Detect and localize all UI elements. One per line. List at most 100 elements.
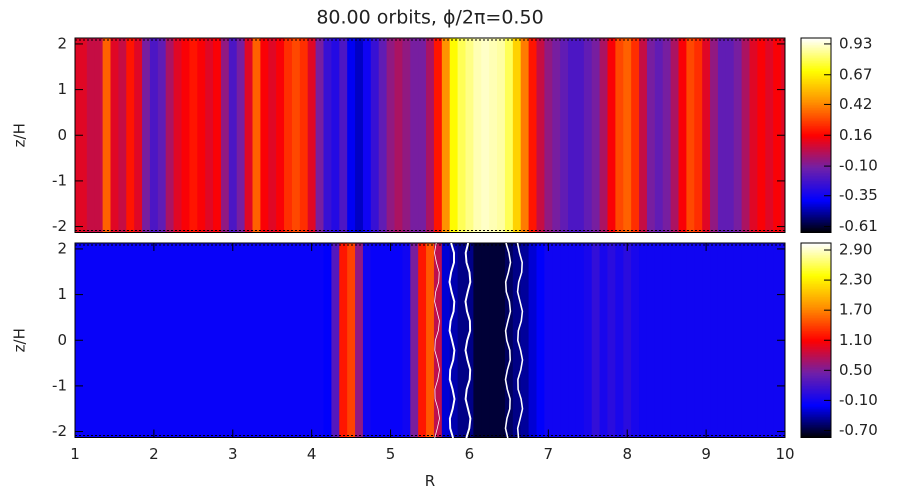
colorbar-cell — [801, 216, 831, 219]
colorbar-cell — [801, 128, 831, 131]
colorbar-cell — [801, 317, 831, 320]
colorbar-cell — [801, 301, 831, 304]
x-tick-label: 4 — [307, 445, 317, 463]
heatmap-cell — [331, 243, 340, 438]
heatmap-cell — [347, 38, 356, 232]
colorbar-cell — [801, 341, 831, 344]
colorbar-cell — [801, 244, 831, 247]
heatmap-cell — [220, 243, 230, 438]
contour-line — [464, 243, 472, 438]
heatmap-cell — [134, 243, 143, 438]
colorbar-cell — [801, 166, 831, 169]
colorbar-cell — [801, 283, 831, 286]
colorbar-cell — [801, 65, 831, 68]
heatmap-cell — [386, 243, 396, 438]
heatmap-cell — [725, 243, 735, 438]
colorbar-cell — [801, 144, 831, 148]
heatmap-cell — [710, 38, 719, 232]
y-tick-label: 2 — [57, 239, 67, 257]
colorbar-cell — [801, 356, 831, 359]
colorbar-cell — [801, 135, 831, 138]
colorbar-cell — [801, 254, 831, 257]
colorbar-cell — [801, 154, 831, 157]
colorbar-cell — [801, 89, 831, 92]
colorbar-cell — [801, 97, 831, 101]
colorbar-cell — [801, 405, 831, 408]
colorbar-tick-label: 2.30 — [839, 271, 872, 289]
heatmap-cell — [149, 243, 159, 438]
colorbar-cell — [801, 311, 831, 314]
colorbar-cell — [801, 299, 831, 302]
colorbar-cell — [801, 101, 831, 104]
heatmap-cell — [552, 243, 561, 438]
heatmap-cell — [733, 243, 743, 438]
heatmap-cell — [686, 243, 695, 438]
heatmap-cell — [418, 38, 427, 232]
heatmap-cell — [378, 38, 388, 232]
heatmap-cell — [165, 243, 175, 438]
colorbar-cell — [801, 312, 831, 315]
colorbar-cell — [801, 230, 831, 233]
colorbar-cell — [801, 315, 831, 319]
colorbar-tick-label: -0.10 — [839, 157, 878, 175]
heatmap-cell — [678, 243, 687, 438]
colorbar-cell — [801, 434, 831, 437]
heatmap-cell — [307, 38, 317, 232]
colorbar-cell — [801, 188, 831, 191]
heatmap-cell — [181, 38, 190, 232]
colorbar-tick-label: 0.16 — [839, 126, 872, 144]
colorbar-cell — [801, 353, 831, 356]
colorbar-cell — [801, 330, 831, 333]
y-tick-label: 2 — [57, 34, 67, 52]
colorbar-cell — [801, 52, 831, 55]
heatmap-cell — [536, 243, 545, 438]
colorbar-cell — [801, 401, 831, 404]
colorbar-cell — [801, 374, 831, 377]
heatmap-cell — [142, 243, 151, 438]
colorbar-cell — [801, 130, 831, 133]
heatmap-cell — [118, 243, 127, 438]
colorbar-cell — [801, 435, 831, 438]
colorbar-cell — [801, 73, 831, 76]
heatmap-cell — [370, 243, 380, 438]
colorbar-cell — [801, 96, 831, 99]
colorbar-cell — [801, 50, 831, 54]
colorbar-cell — [801, 393, 831, 396]
colorbar-cell — [801, 252, 831, 255]
colorbar-cell — [801, 214, 831, 217]
x-axis-label: R — [425, 472, 435, 490]
x-tick-label: 9 — [701, 445, 711, 463]
heatmap-cell — [465, 243, 474, 438]
heatmap-cell — [126, 38, 135, 232]
colorbar-cell — [801, 174, 831, 177]
colorbar-tick-label: 0.67 — [839, 65, 872, 83]
y-tick-label: -1 — [52, 171, 67, 189]
x-tick-label: 2 — [149, 445, 159, 463]
heatmap-cell — [702, 38, 711, 232]
heatmap-cell — [560, 243, 569, 438]
colorbar-cell — [801, 314, 831, 317]
colorbar-cell — [801, 200, 831, 203]
colorbar-cell — [801, 110, 831, 114]
heatmap-cell — [355, 243, 364, 438]
colorbar-cell — [801, 172, 831, 175]
heatmap-cell — [197, 38, 206, 232]
heatmap-cell — [291, 38, 301, 232]
heatmap-cell — [575, 38, 585, 232]
colorbar-tick-label: 1.10 — [839, 331, 872, 349]
heatmap-cell — [299, 243, 309, 438]
colorbar-cell — [801, 400, 831, 403]
heatmap-cell — [94, 243, 104, 438]
x-tick-label: 3 — [228, 445, 238, 463]
colorbar-cell — [801, 424, 831, 427]
heatmap-cell — [173, 243, 183, 438]
x-tick-label: 7 — [544, 445, 554, 463]
y-tick-label: 1 — [57, 285, 67, 303]
colorbar-cell — [801, 57, 831, 60]
colorbar-cell — [801, 366, 831, 369]
colorbar-cell — [801, 170, 831, 174]
heatmap-cell — [276, 38, 285, 232]
colorbar-cell — [801, 123, 831, 127]
colorbar-cell — [801, 91, 831, 94]
colorbar-cell — [801, 213, 831, 216]
